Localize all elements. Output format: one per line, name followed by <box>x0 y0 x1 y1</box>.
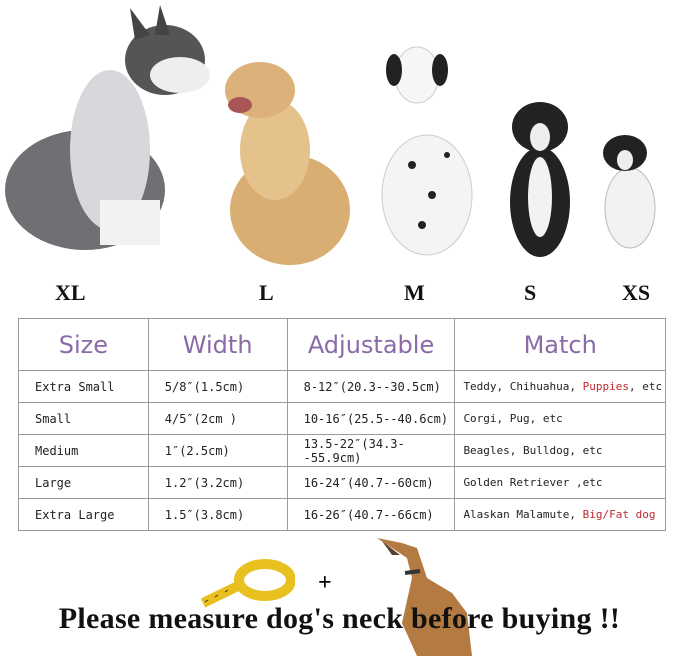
size-label-m: M <box>404 280 425 305</box>
chihuahua-photo <box>603 135 656 249</box>
cell-width: 1.2″(3.2cm) <box>147 466 288 499</box>
cell-size: Extra Large <box>18 498 149 531</box>
match-text: Alaskan Malamute, <box>463 508 583 521</box>
table-row: Large 1.2″(3.2cm) 16-24″(40.7--60cm) Golden… <box>18 466 666 499</box>
cell-width: 4/5″(2cm ) <box>147 402 288 435</box>
match-text: Puppies <box>582 380 630 393</box>
plus-sign: + <box>318 570 332 596</box>
table-header-row: Size Width Adjustable Match <box>18 318 666 371</box>
table-row: Medium 1″(2.5cm) 13.5-22″(34.3--55.9cm) Bea… <box>18 434 666 467</box>
match-text: Golden Retriever ,etc <box>463 476 603 489</box>
header-adjustable: Adjustable <box>286 318 456 371</box>
cell-width: 1.5″(3.8cm) <box>147 498 288 531</box>
cell-match: Beagles, Bulldog, etc <box>454 434 666 467</box>
cell-adjustable: 10-16″(25.5--40.6cm) <box>286 402 456 435</box>
cell-adjustable: 13.5-22″(34.3--55.9cm) <box>286 434 456 467</box>
match-text: Big/Fat dog <box>582 508 656 521</box>
tape-measure-icon <box>200 559 295 608</box>
cell-adjustable: 8-12″(20.3--30.5cm) <box>286 370 456 403</box>
cell-match: Teddy, Chihuahua, Puppies, etc <box>454 370 666 403</box>
match-text: Teddy, Chihuahua, <box>463 380 583 393</box>
cell-match: Golden Retriever ,etc <box>454 466 666 499</box>
cell-adjustable: 16-26″(40.7--66cm) <box>286 498 456 531</box>
cell-size: Extra Small <box>18 370 149 403</box>
size-label-xs: XS <box>622 280 651 305</box>
cell-size: Large <box>18 466 149 499</box>
match-text: , etc <box>629 380 663 393</box>
header-size: Size <box>18 318 149 371</box>
table-row: Small 4/5″(2cm ) 10-16″(25.5--40.6cm) Corgi… <box>18 402 666 435</box>
size-table: Size Width Adjustable Match Extra Small 5… <box>18 318 666 531</box>
cell-match: Alaskan Malamute, Big/Fat dog <box>454 498 666 531</box>
match-text: Beagles, Bulldog, etc <box>463 444 603 457</box>
match-text: Corgi, Pug, etc <box>463 412 563 425</box>
size-label-l: L <box>259 280 274 305</box>
cell-adjustable: 16-24″(40.7--60cm) <box>286 466 456 499</box>
header-match: Match <box>454 318 666 371</box>
size-label-s: S <box>524 280 537 305</box>
dalmatian-photo <box>381 46 473 256</box>
cell-width: 5/8″(1.5cm) <box>147 370 288 403</box>
dog-silhouette-icon <box>377 538 472 656</box>
cell-size: Medium <box>18 434 149 467</box>
cell-width: 1″(2.5cm) <box>147 434 288 467</box>
table-row: Extra Small 5/8″(1.5cm) 8-12″(20.3--30.5cm… <box>18 370 666 403</box>
header-width: Width <box>147 318 288 371</box>
measure-notice: Please measure dog's neck before buying … <box>58 602 621 635</box>
table-row: Extra Large 1.5″(3.8cm) 16-26″(40.7--66cm)… <box>18 498 666 531</box>
boston-terrier-photo <box>510 102 570 257</box>
husky-photo <box>5 5 210 250</box>
cell-match: Corgi, Pug, etc <box>454 402 666 435</box>
golden-retriever-photo <box>225 62 350 265</box>
cell-size: Small <box>18 402 149 435</box>
size-label-xl: XL <box>55 280 86 305</box>
